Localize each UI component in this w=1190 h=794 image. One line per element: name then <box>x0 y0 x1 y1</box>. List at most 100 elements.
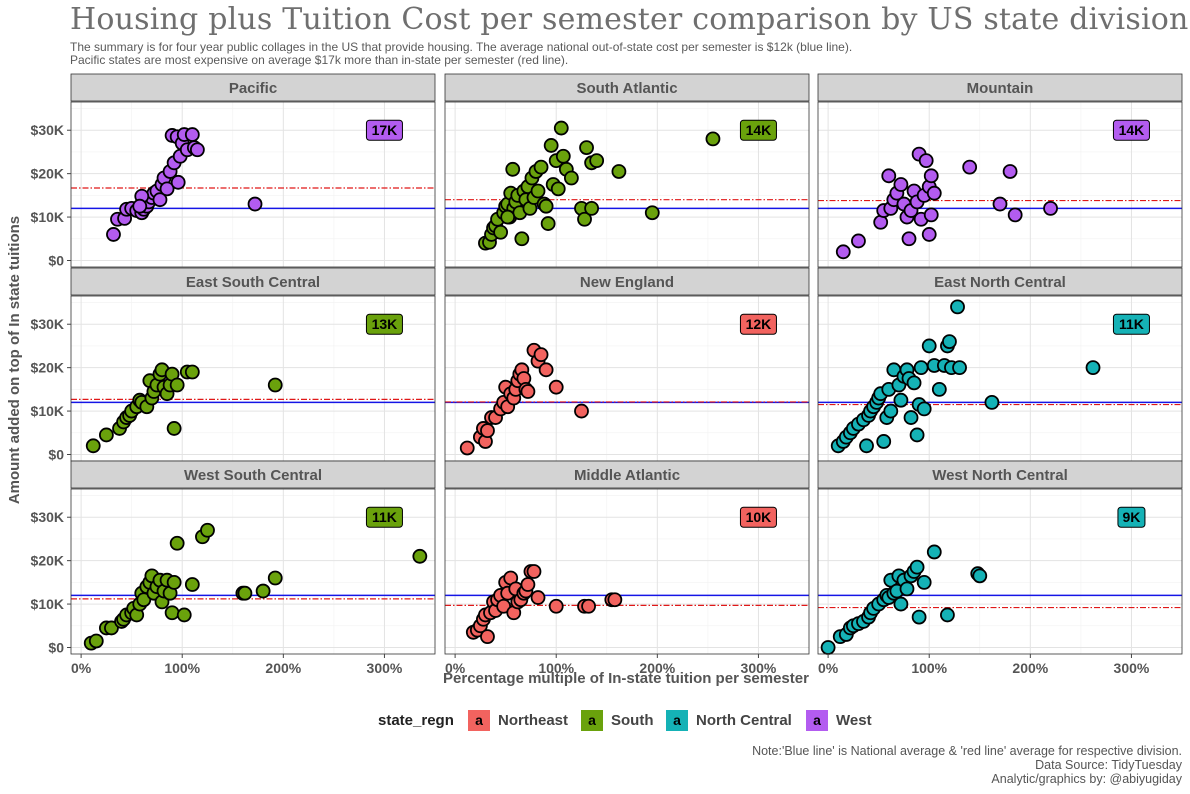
facet-title: South Atlantic <box>576 80 677 97</box>
x-tick-label: 100% <box>911 660 947 676</box>
data-point <box>514 231 530 247</box>
data-point <box>644 205 660 221</box>
data-point <box>931 381 947 397</box>
data-point <box>1085 360 1101 376</box>
data-point <box>926 185 942 201</box>
data-point <box>893 596 909 612</box>
data-point <box>500 209 516 225</box>
data-point <box>530 590 546 605</box>
facet-strip <box>817 73 1183 102</box>
facet-strip <box>444 73 810 102</box>
legend-label: West <box>836 712 872 729</box>
x-tick-label: 300% <box>367 660 403 676</box>
x-axis-title: Percentage multiple of In-state tuition … <box>443 670 809 687</box>
facet-border <box>444 101 810 268</box>
data-point <box>972 568 988 584</box>
subtitle-line-2: Pacific states are most expensive on ave… <box>70 53 569 67</box>
data-point <box>184 364 200 380</box>
facet-title: East South Central <box>186 274 320 291</box>
data-point <box>166 574 182 590</box>
data-point <box>1043 200 1058 216</box>
division-label-box <box>365 313 403 335</box>
data-point <box>584 200 600 216</box>
data-point <box>893 177 909 192</box>
data-point <box>412 548 428 564</box>
data-point <box>184 577 200 592</box>
legend-key <box>666 710 688 731</box>
division-label-box <box>365 506 403 528</box>
data-point <box>705 131 721 147</box>
data-point <box>553 120 569 136</box>
x-tick-label: 0% <box>445 660 466 676</box>
data-point <box>189 142 205 158</box>
data-point <box>237 585 253 601</box>
caption-author: Analytic/graphics by: @abiyugiday <box>991 772 1182 786</box>
caption-note: Note:'Blue line' is National average & '… <box>752 744 1182 758</box>
data-point <box>984 394 1000 410</box>
data-point <box>550 181 566 197</box>
data-point <box>913 360 929 376</box>
facet-border <box>817 488 1183 655</box>
data-point <box>579 140 594 155</box>
data-point <box>901 231 917 247</box>
legend-key-glyph: a <box>673 712 681 728</box>
data-point <box>104 620 119 636</box>
legend-label: South <box>611 712 654 729</box>
legend-key <box>806 710 828 731</box>
data-point <box>893 392 909 408</box>
data-point <box>533 159 549 175</box>
legend-title: state_regn <box>378 712 454 729</box>
legend-label: Northeast <box>498 712 568 729</box>
legend-key-glyph: a <box>475 712 483 728</box>
facet-title: West North Central <box>932 467 1068 484</box>
data-point <box>548 598 564 614</box>
facet-border <box>70 488 436 655</box>
data-point <box>909 559 925 575</box>
data-point <box>98 427 114 443</box>
y-tick-label: $20K <box>31 360 64 376</box>
data-point <box>520 577 536 592</box>
facet-strip <box>817 267 1183 296</box>
division-label: 13K <box>372 316 398 332</box>
facet-title: West South Central <box>184 467 322 484</box>
data-point <box>611 164 627 179</box>
legend-key-glyph: a <box>813 712 821 728</box>
x-tick-label: 200% <box>639 660 675 676</box>
data-point <box>940 607 955 623</box>
data-point <box>962 159 978 175</box>
data-point <box>992 196 1008 212</box>
data-point <box>170 174 186 190</box>
facet-strip <box>444 460 810 489</box>
facet-strip <box>70 73 436 102</box>
data-point <box>543 138 559 153</box>
data-point <box>267 570 283 586</box>
division-label-box <box>1117 506 1146 528</box>
chart-title: Housing plus Tuition Cost per semester c… <box>70 2 1189 37</box>
division-label: 17K <box>372 122 398 138</box>
y-tick-label: $10K <box>31 403 64 419</box>
facet-border <box>817 101 1183 268</box>
facet-title: Middle Atlantic <box>574 467 680 484</box>
data-point <box>493 224 509 240</box>
data-point <box>164 605 180 621</box>
y-tick-label: $30K <box>31 316 64 332</box>
data-point <box>1002 164 1018 179</box>
data-point <box>132 198 148 214</box>
data-point <box>459 440 475 456</box>
y-tick-label: $0 <box>48 252 64 268</box>
data-point <box>820 640 836 655</box>
x-tick-label: 300% <box>1114 660 1150 676</box>
data-point <box>176 607 192 623</box>
y-tick-label: $10K <box>31 209 64 225</box>
data-point <box>530 183 546 199</box>
data-point <box>883 403 899 419</box>
data-point <box>520 384 536 399</box>
data-point <box>859 438 874 454</box>
facet-border <box>70 101 436 268</box>
legend-key <box>468 710 490 731</box>
data-point <box>247 196 263 212</box>
data-point <box>526 564 542 579</box>
division-label: 11K <box>1119 316 1144 332</box>
data-point <box>538 362 554 378</box>
